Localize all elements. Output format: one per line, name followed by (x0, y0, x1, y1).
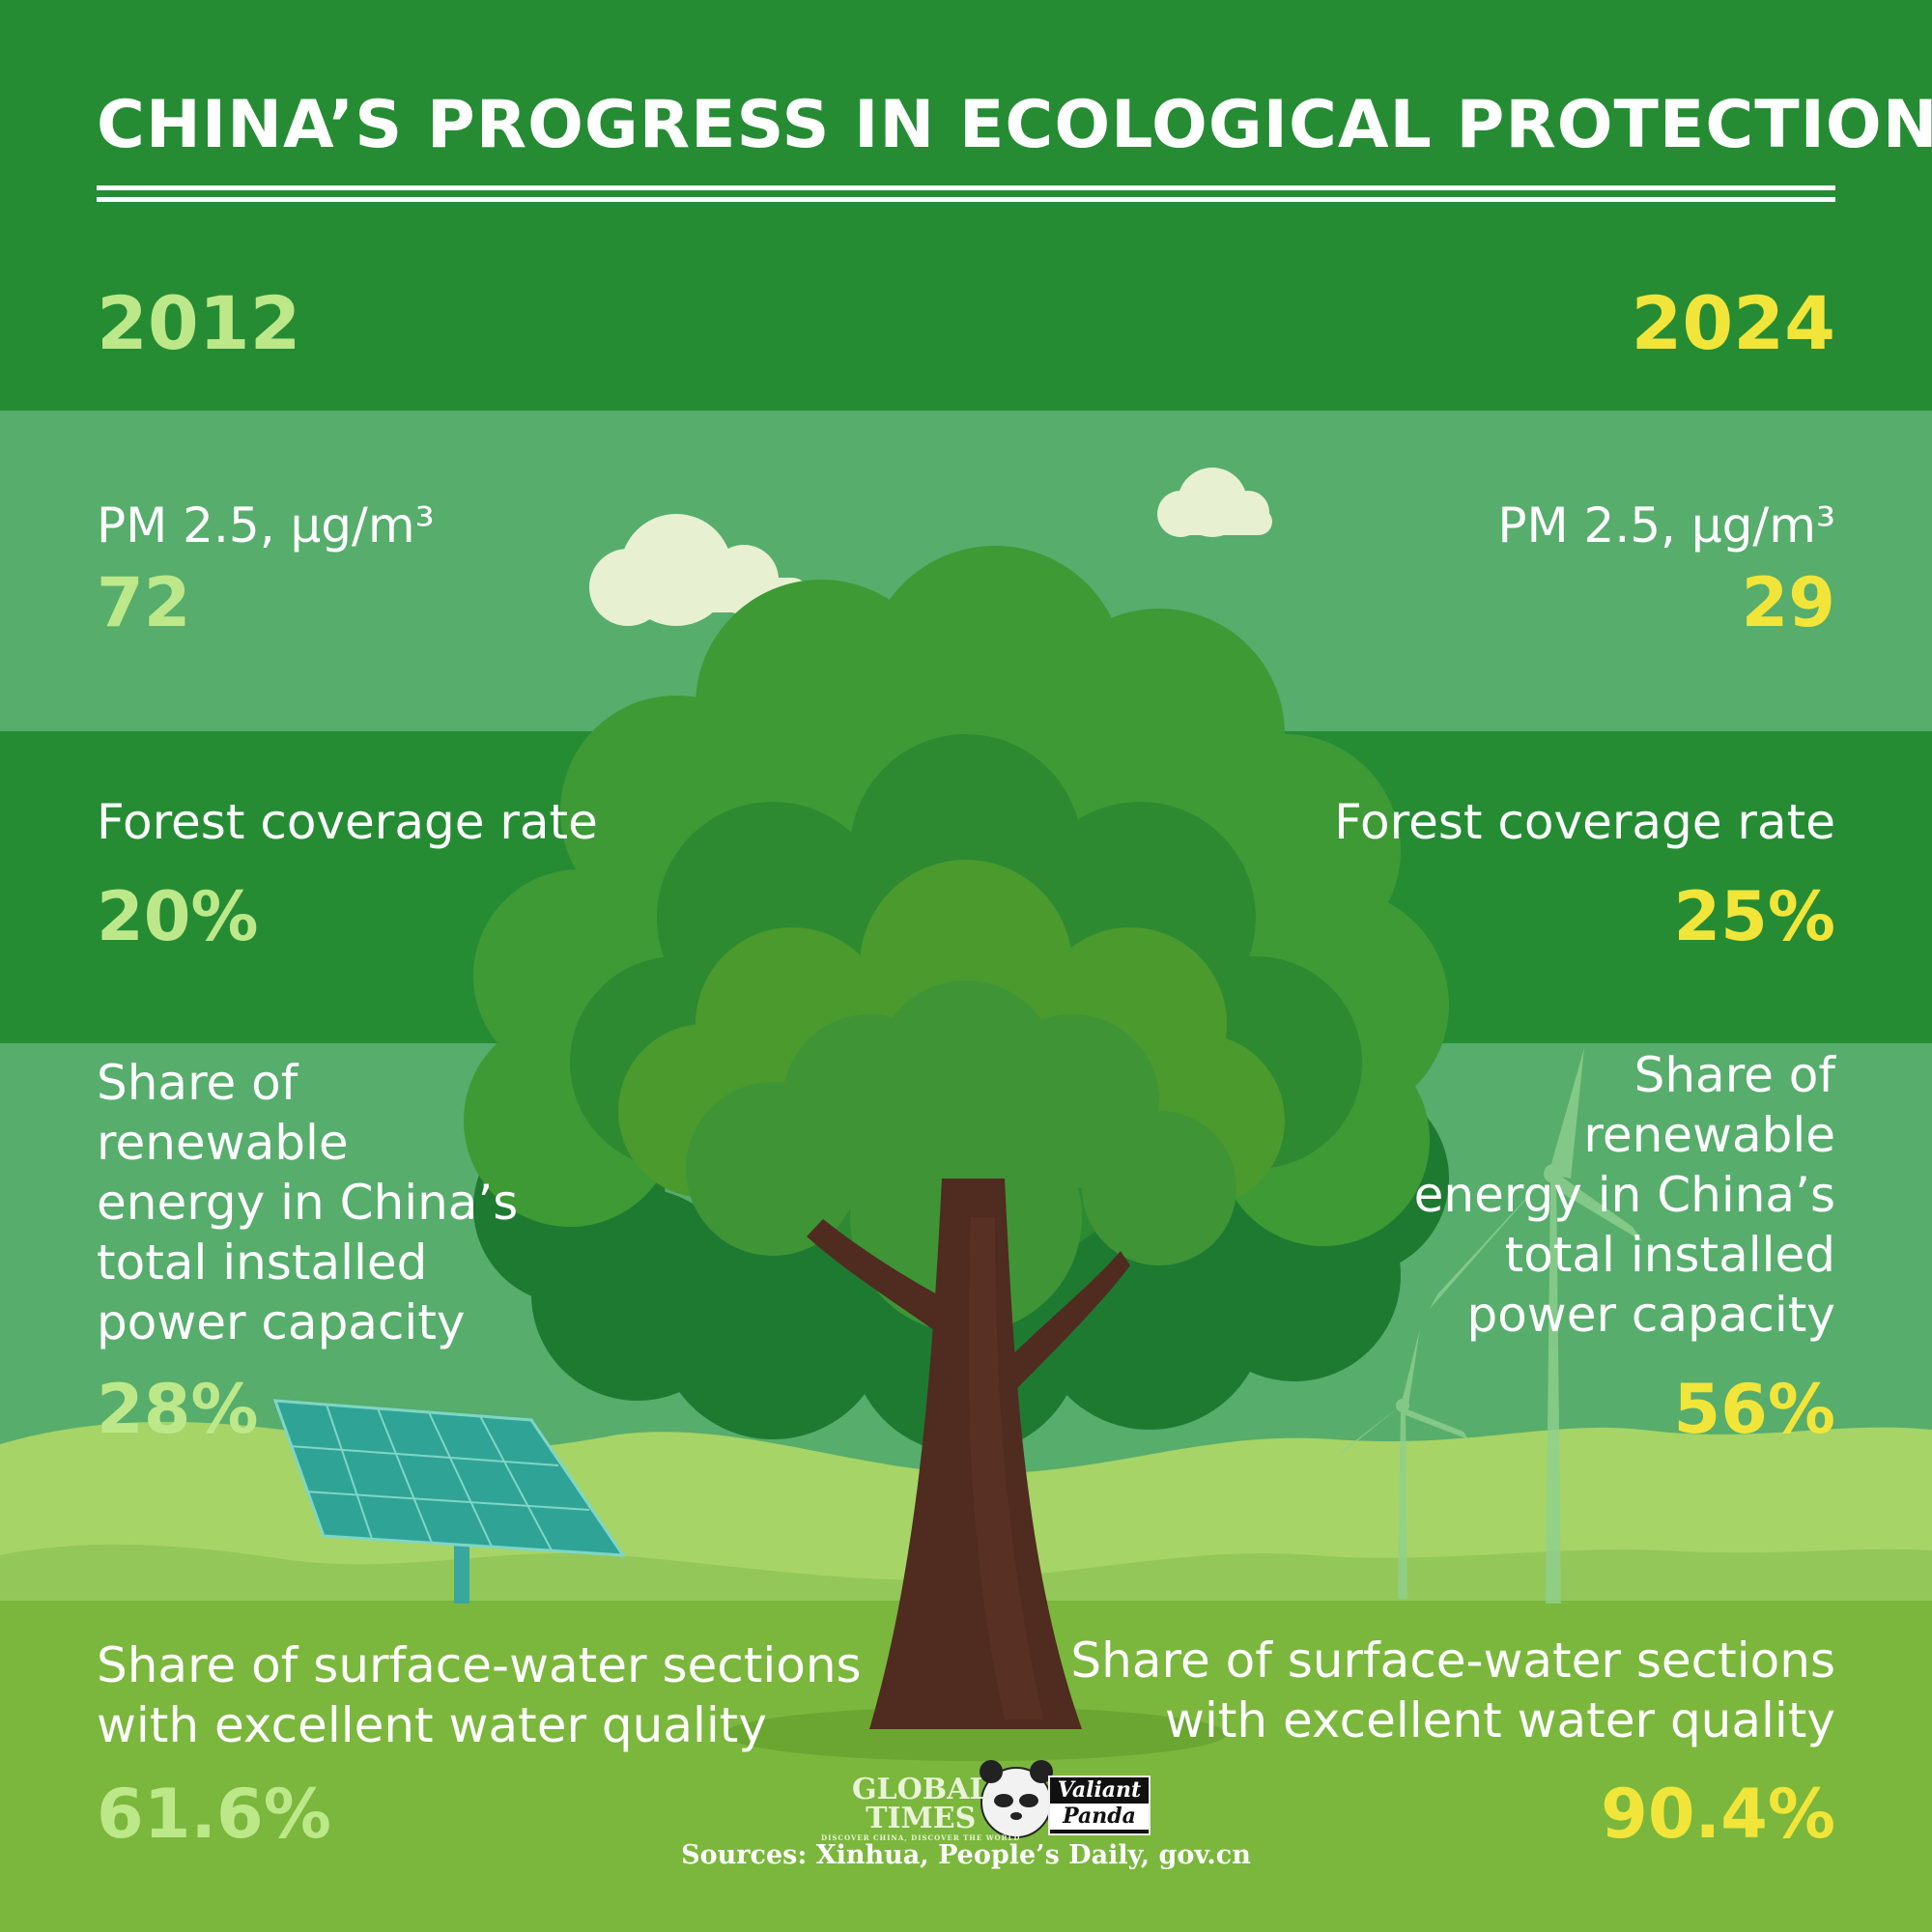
water-label-line: Share of surface-water sections (1070, 1633, 1835, 1689)
global-times-logo-line: GLOBAL (851, 1773, 990, 1806)
tree-branch (995, 1251, 1130, 1401)
renewable-label-line: total installed (1504, 1227, 1835, 1283)
band-header (0, 0, 1932, 411)
title-divider-top (97, 185, 1835, 190)
cloud-icon (1157, 468, 1272, 537)
renewable-value-2024: 56% (1673, 1370, 1835, 1449)
water-label-2012: Share of surface-water sections with exc… (97, 1635, 862, 1755)
water-label-line: with excellent water quality (97, 1697, 767, 1753)
wind-turbine-icon (1430, 1048, 1642, 1604)
forest-value-2012: 20% (97, 877, 259, 956)
valiant-panda-logo-line: Panda (1050, 1804, 1149, 1830)
water-label-line: with excellent water quality (1165, 1692, 1835, 1748)
tree-illustration (464, 546, 1449, 1729)
pm25-value-2024: 29 (1741, 563, 1835, 642)
panda-icon (980, 1760, 1053, 1838)
water-label-2024: Share of surface-water sections with exc… (1070, 1631, 1835, 1750)
renewable-label-line: Share of (1634, 1047, 1835, 1103)
page-title: CHINA’S PROGRESS IN ECOLOGICAL PROTECTIO… (97, 87, 1932, 163)
renewable-label-line: renewable (1583, 1107, 1835, 1163)
forest-label-2012: Forest coverage rate (97, 794, 598, 850)
forest-value-2024: 25% (1673, 877, 1835, 956)
water-label-line: Share of surface-water sections (97, 1637, 862, 1693)
solar-panel-icon (272, 1399, 626, 1604)
sources-caption: Sources: Xinhua, People’s Daily, gov.cn (681, 1840, 1251, 1870)
renewable-label-line: renewable (97, 1115, 349, 1171)
pm25-label-2024: PM 2.5, μg/m³ (1497, 497, 1835, 554)
renewable-label-line: total installed (97, 1235, 428, 1291)
title-divider-bottom (97, 197, 1835, 202)
water-value-2012: 61.6% (97, 1775, 331, 1854)
renewable-label-2012: Share of renewable energy in China’s tot… (97, 1053, 518, 1352)
renewable-label-line: Share of (97, 1055, 298, 1111)
renewable-label-line: power capacity (1466, 1287, 1835, 1343)
year-2024: 2024 (1631, 280, 1835, 366)
renewable-label-2024: Share of renewable energy in China’s tot… (1414, 1045, 1835, 1345)
valiant-panda-logo: Valiant Panda (1048, 1776, 1151, 1835)
global-times-logo: GLOBAL TIMES DISCOVER CHINA, DISCOVER TH… (821, 1776, 1020, 1843)
renewable-label-line: energy in China’s (97, 1175, 519, 1231)
tree-shadow (724, 1707, 1227, 1761)
renewable-value-2012: 28% (97, 1370, 259, 1449)
pm25-value-2012: 72 (97, 563, 191, 642)
forest-label-2024: Forest coverage rate (1334, 794, 1835, 850)
pm25-label-2012: PM 2.5, μg/m³ (97, 497, 435, 554)
renewable-label-line: power capacity (97, 1294, 466, 1350)
valiant-panda-logo-line: Valiant (1057, 1777, 1142, 1803)
global-times-tagline: DISCOVER CHINA, DISCOVER THE WORLD (821, 1833, 1021, 1842)
water-value-2024: 90.4% (1601, 1775, 1835, 1854)
global-times-logo-line: TIMES (866, 1802, 977, 1835)
year-2012: 2012 (97, 280, 301, 366)
tree-trunk-highlight (968, 1217, 1043, 1719)
renewable-label-line: energy in China’s (1413, 1167, 1835, 1223)
wind-turbine-icon (1338, 1328, 1468, 1599)
tree-branch (807, 1219, 964, 1343)
